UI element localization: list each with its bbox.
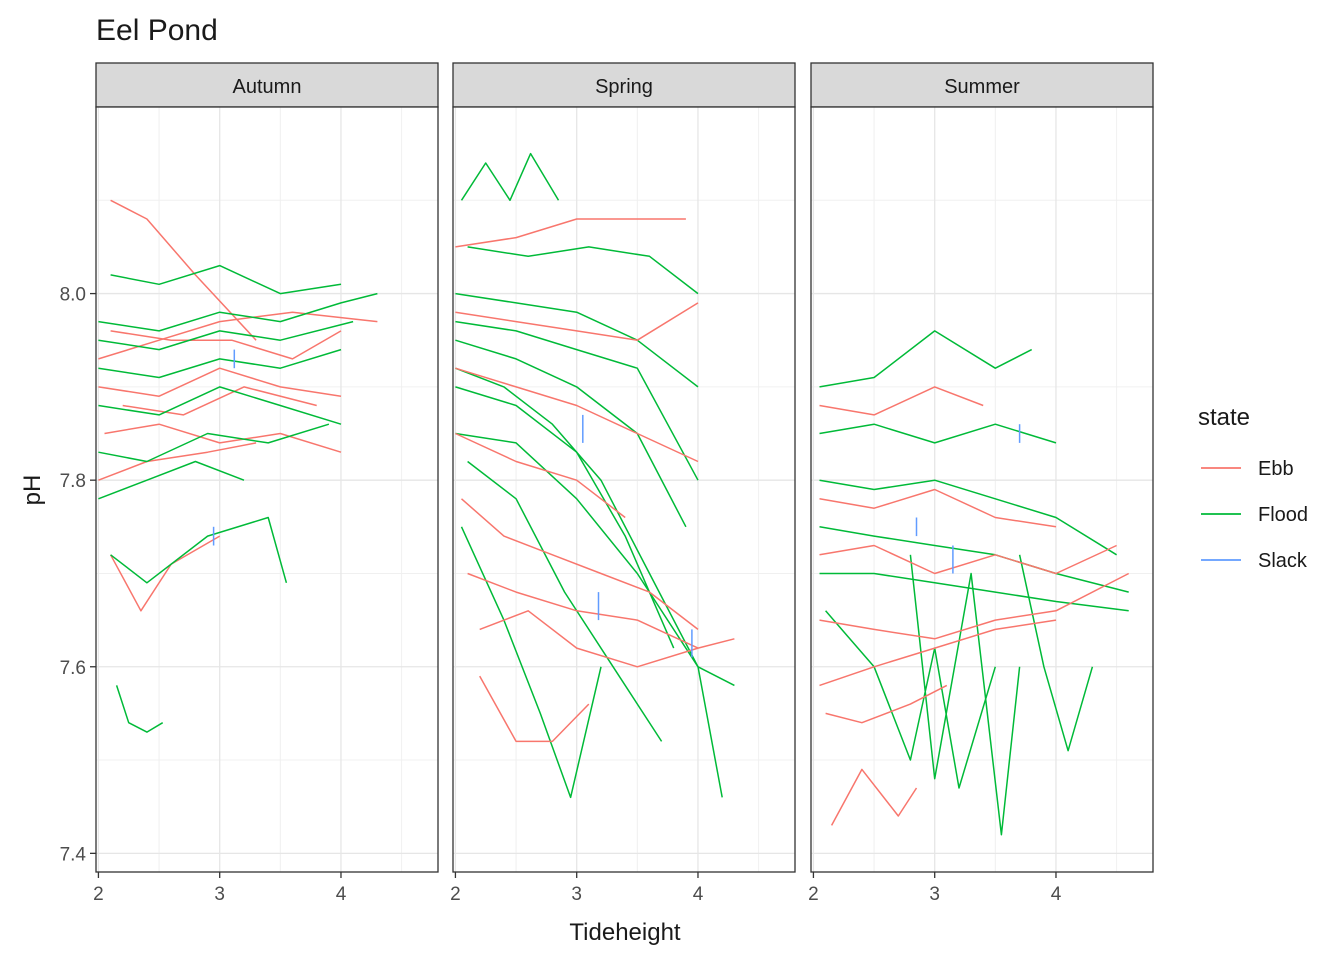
- y-tick-label: 8.0: [60, 285, 86, 306]
- series-line-flood: [98, 292, 378, 332]
- panel-background: [811, 107, 1153, 872]
- series-line-ebb: [819, 488, 1057, 528]
- facet-panel-summer: Summer 2 3 4: [808, 62, 1154, 905]
- panel-border: [95, 106, 439, 873]
- series-line-flood: [819, 423, 1057, 444]
- facet-strip: [810, 62, 1154, 108]
- series-line-flood: [98, 348, 342, 379]
- series-line-ebb: [819, 572, 1130, 640]
- series-line-ebb: [110, 199, 257, 341]
- legend-item-slack: Slack: [1201, 550, 1308, 572]
- series-line-flood: [455, 320, 699, 481]
- panel-border: [810, 106, 1154, 873]
- facet-strip-label: Spring: [595, 76, 653, 98]
- x-tick-label: 3: [214, 884, 225, 905]
- x-tick-label: 3: [929, 884, 940, 905]
- panel-background: [96, 107, 438, 872]
- series-line-ebb: [467, 572, 735, 649]
- series-line-ebb: [479, 675, 590, 743]
- legend: state Ebb Flood Slack: [1198, 404, 1308, 572]
- series-line-ebb: [825, 684, 948, 724]
- series-line-ebb: [819, 386, 984, 416]
- series-line-flood: [819, 572, 1129, 612]
- series-line-flood: [455, 292, 699, 388]
- facet-strip: [95, 62, 439, 108]
- series-line-flood: [819, 479, 1117, 556]
- y-axis-label: pH: [19, 475, 46, 506]
- x-tick-label: 2: [450, 884, 461, 905]
- series-line-flood: [909, 554, 1021, 836]
- series-line-flood: [825, 610, 997, 789]
- legend-label: Slack: [1258, 550, 1308, 572]
- series-line-flood: [467, 460, 663, 742]
- series-line-ebb: [455, 367, 699, 463]
- facet-strip-label: Summer: [944, 76, 1020, 98]
- y-tick-label: 7.8: [60, 471, 86, 492]
- x-tick-label: 4: [693, 884, 704, 905]
- legend-title: state: [1198, 404, 1250, 431]
- x-tick-label: 3: [571, 884, 582, 905]
- x-tick-label: 2: [93, 884, 104, 905]
- x-axis-label: Tideheight: [569, 919, 681, 946]
- series-line-flood: [98, 460, 245, 500]
- legend-item-flood: Flood: [1201, 504, 1308, 526]
- series-line-ebb: [455, 302, 699, 341]
- x-tick-label: 4: [336, 884, 347, 905]
- panel-background: [453, 107, 795, 872]
- series-line-ebb: [819, 619, 1057, 687]
- series-line-ebb: [98, 442, 257, 481]
- series-line-flood: [460, 526, 602, 799]
- legend-label: Ebb: [1258, 458, 1294, 480]
- series-line-ebb: [461, 498, 699, 630]
- y-tick-label: 7.4: [60, 844, 87, 865]
- legend-item-ebb: Ebb: [1201, 458, 1294, 480]
- series-line-flood: [98, 386, 342, 425]
- series-line-flood: [455, 432, 723, 798]
- series-line-flood: [819, 330, 1033, 388]
- series-line-ebb: [122, 386, 317, 416]
- series-line-flood: [455, 339, 687, 528]
- series-line-ebb: [455, 432, 626, 519]
- series-line-flood: [467, 246, 699, 295]
- legend-label: Flood: [1258, 504, 1308, 526]
- facet-strip-label: Autumn: [233, 76, 302, 98]
- series-line-ebb: [819, 544, 1117, 575]
- series-line-ebb: [830, 768, 918, 826]
- facet-panel-spring: Spring 2 3 4: [450, 62, 796, 905]
- series-line-flood: [455, 367, 735, 687]
- series-line-ebb: [455, 218, 686, 248]
- series-line-ebb: [110, 330, 342, 360]
- y-tick-label: 7.6: [60, 658, 86, 679]
- series-line-flood: [98, 320, 354, 351]
- panel-border: [452, 106, 796, 873]
- series-line-ebb: [109, 535, 221, 612]
- x-tick-label: 4: [1051, 884, 1062, 905]
- series-line-flood: [1018, 554, 1094, 752]
- series-line-flood: [115, 685, 164, 733]
- series-line-flood: [460, 152, 560, 202]
- x-tick-label: 2: [808, 884, 819, 905]
- series-line-ebb: [98, 367, 342, 397]
- facet-strip: [452, 62, 796, 108]
- series-line-ebb: [104, 423, 342, 453]
- chart-title: Eel Pond: [96, 14, 218, 47]
- facet-panel-autumn: Autumn 2 3 4 7.4 7.6 7.8 8.0: [60, 62, 439, 905]
- series-line-ebb: [479, 610, 699, 668]
- facet-panels: Autumn 2 3 4 7.4 7.6 7.8 8.0 Spring 2 3 4 Summer 2 3 4: [60, 62, 1154, 905]
- series-line-flood: [110, 516, 288, 584]
- series-line-flood: [819, 526, 1129, 593]
- series-line-flood: [110, 264, 342, 295]
- series-line-flood: [98, 423, 330, 463]
